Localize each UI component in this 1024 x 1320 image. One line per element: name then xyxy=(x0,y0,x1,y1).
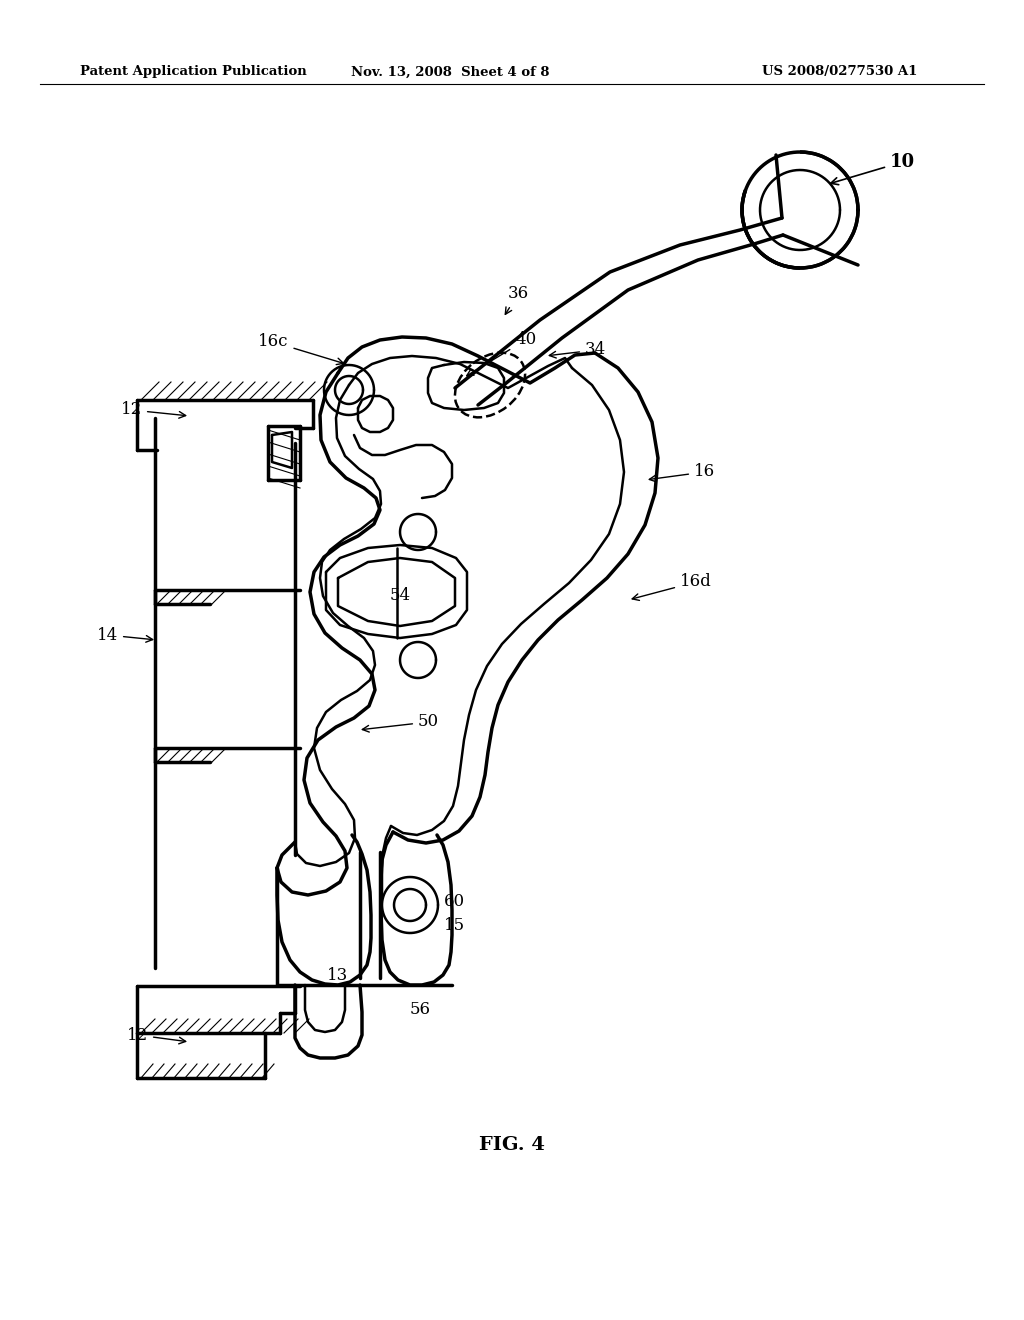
Text: 14: 14 xyxy=(96,627,153,644)
Text: 16d: 16d xyxy=(632,573,712,601)
Text: 16c: 16c xyxy=(258,334,343,364)
Text: 54: 54 xyxy=(389,587,411,605)
Text: 50: 50 xyxy=(362,714,439,733)
Text: Nov. 13, 2008  Sheet 4 of 8: Nov. 13, 2008 Sheet 4 of 8 xyxy=(351,66,549,78)
Text: 40: 40 xyxy=(467,331,537,376)
Text: US 2008/0277530 A1: US 2008/0277530 A1 xyxy=(762,66,918,78)
Text: 10: 10 xyxy=(830,153,915,185)
Text: 60: 60 xyxy=(444,894,465,911)
Text: 12: 12 xyxy=(127,1027,185,1044)
Text: 16: 16 xyxy=(649,463,715,482)
Text: Patent Application Publication: Patent Application Publication xyxy=(80,66,307,78)
Text: 12: 12 xyxy=(121,401,185,418)
Text: 36: 36 xyxy=(505,285,528,314)
Text: 13: 13 xyxy=(328,968,348,985)
Text: 34: 34 xyxy=(549,342,606,359)
Text: FIG. 4: FIG. 4 xyxy=(479,1137,545,1154)
Text: 15: 15 xyxy=(444,917,465,935)
Text: 56: 56 xyxy=(410,1002,430,1019)
